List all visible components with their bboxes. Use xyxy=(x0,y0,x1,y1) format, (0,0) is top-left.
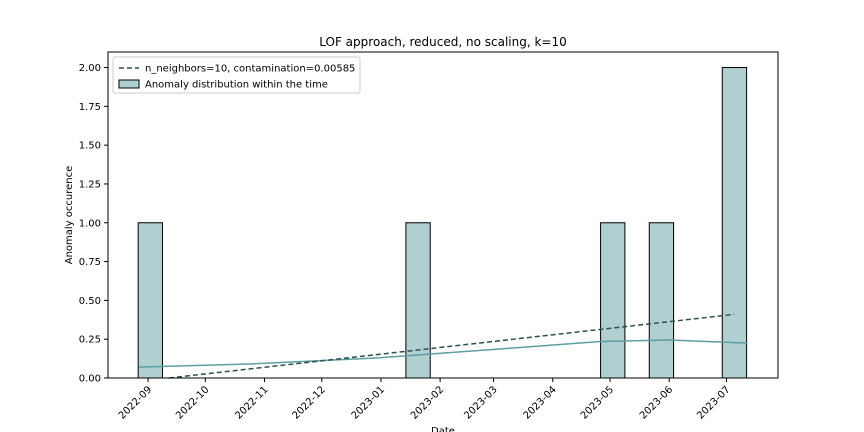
trend-line xyxy=(168,313,735,379)
y-tick-label: 0.00 xyxy=(79,374,101,385)
y-tick-label: 0.75 xyxy=(79,257,101,268)
y-tick-label: 1.25 xyxy=(79,179,101,190)
legend-label: n_neighbors=10, contamination=0.00585 xyxy=(145,64,355,75)
x-tick-label: 2022-10 xyxy=(174,384,211,421)
bar xyxy=(405,222,431,379)
x-tick-label: 2023-05 xyxy=(579,384,616,421)
x-tick-label: 2023-07 xyxy=(695,384,732,421)
y-tick-label: 0.25 xyxy=(79,335,101,346)
x-tick-label: 2022-11 xyxy=(233,384,270,421)
x-tick-label: 2022-09 xyxy=(117,384,154,421)
bar xyxy=(721,67,748,379)
plot-frame xyxy=(107,51,779,379)
x-tick-label: 2023-04 xyxy=(522,384,559,421)
bar xyxy=(648,222,675,379)
x-tick-label: 2023-06 xyxy=(638,384,675,421)
bar xyxy=(137,222,163,379)
y-axis-label: Anomaly occurence xyxy=(64,166,75,265)
x-axis-label: Date xyxy=(431,426,455,432)
kde-line xyxy=(138,339,748,368)
chart-title: LOF approach, reduced, no scaling, k=10 xyxy=(319,35,566,49)
legend-label: Anomaly distribution within the time xyxy=(145,80,328,91)
y-tick-label: 2.00 xyxy=(79,63,101,74)
legend-swatch xyxy=(118,79,140,89)
x-tick-label: 2023-03 xyxy=(462,384,499,421)
x-tick-label: 2023-01 xyxy=(350,384,387,421)
y-tick-label: 1.50 xyxy=(79,141,101,152)
legend-box xyxy=(112,56,361,94)
y-tick-label: 0.50 xyxy=(79,296,101,307)
y-tick-label: 1.75 xyxy=(79,102,101,113)
y-tick-label: 1.00 xyxy=(79,218,101,229)
bar xyxy=(600,222,626,379)
x-tick-label: 2023-02 xyxy=(409,384,446,421)
legend: n_neighbors=10, contamination=0.00585 Ano… xyxy=(112,56,361,94)
x-tick-label: 2022-12 xyxy=(291,384,328,421)
